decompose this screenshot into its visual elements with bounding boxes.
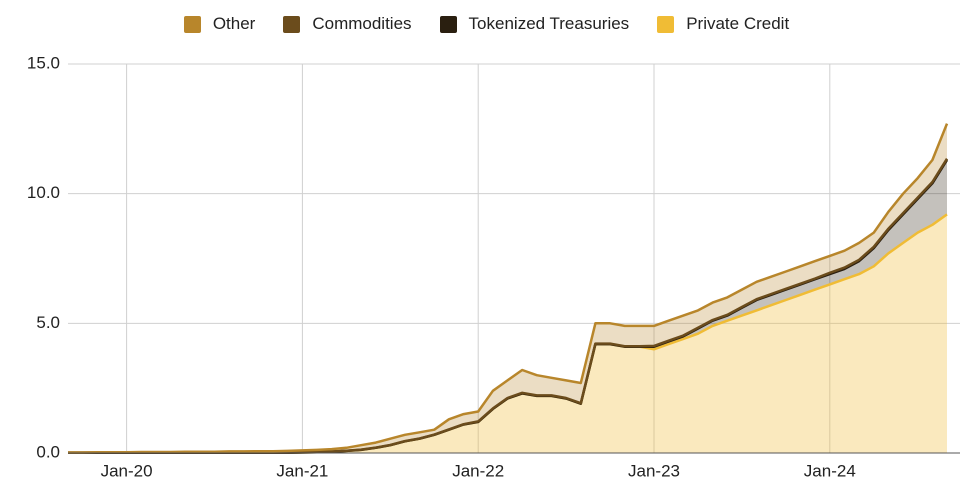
x-tick-label: Jan-23 (628, 461, 680, 480)
x-tick-label: Jan-21 (276, 461, 328, 480)
y-tick-label: 5.0 (36, 313, 60, 332)
x-tick-label: Jan-20 (101, 461, 153, 480)
y-tick-label: 10.0 (27, 183, 60, 202)
legend-label: Tokenized Treasuries (468, 14, 630, 33)
areas (68, 123, 947, 453)
legend: Other Commodities Tokenized Treasuries Priv… (0, 14, 973, 34)
legend-swatch (183, 15, 201, 33)
legend-label: Other (212, 14, 256, 33)
series-line (68, 123, 949, 454)
legend-item: Commodities (283, 14, 412, 34)
y-tick-label: 15.0 (27, 53, 60, 72)
legend-swatch (657, 15, 675, 33)
legend-item: Private Credit (657, 14, 789, 34)
legend-label: Commodities (312, 14, 412, 33)
legend-item: Other (183, 14, 256, 34)
x-tick-label: Jan-24 (804, 461, 856, 480)
area (68, 214, 947, 453)
x-tick-label: Jan-22 (452, 461, 504, 480)
area (68, 123, 947, 453)
y-tick-label: 0.0 (36, 442, 60, 461)
legend-swatch (283, 15, 301, 33)
legend-swatch (439, 15, 457, 33)
legend-item: Tokenized Treasuries (439, 14, 630, 34)
legend-label: Private Credit (686, 14, 790, 33)
